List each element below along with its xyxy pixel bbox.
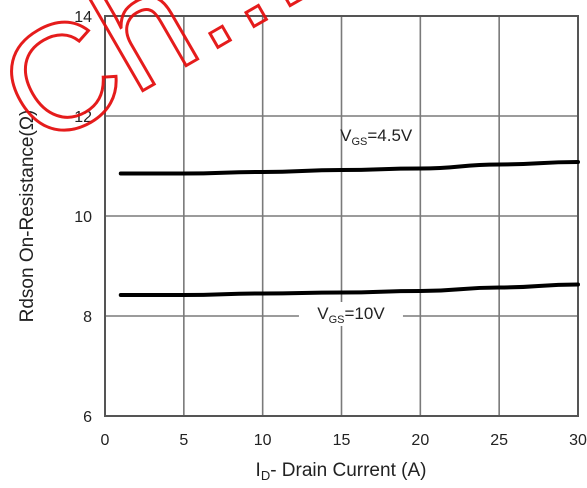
plot-frame [104,15,579,417]
series-label-background [298,302,403,326]
x-tick-label: 10 [254,432,272,449]
x-axis-label: ID- Drain Current (A) [256,460,427,483]
x-tick-label: 0 [101,432,110,449]
x-tick-label: 15 [333,432,351,449]
x-tick-label: 20 [411,432,429,449]
x-tick-label: 25 [490,432,508,449]
series-label: VGS=4.5V [340,126,413,148]
y-tick-label: 10 [74,209,92,226]
y-tick-label: 12 [74,109,92,126]
x-tick-label: 5 [179,432,188,449]
series-label: VGS=10V [317,304,385,326]
y-tick-label: 8 [83,309,92,326]
y-tick-label: 6 [83,409,92,426]
y-axis-label: Rdson On-Resistance(Ω) [17,110,38,323]
series-line [118,160,580,176]
x-tick-label: 30 [569,432,587,449]
series-line [118,282,580,297]
y-tick-label: 14 [74,9,92,26]
